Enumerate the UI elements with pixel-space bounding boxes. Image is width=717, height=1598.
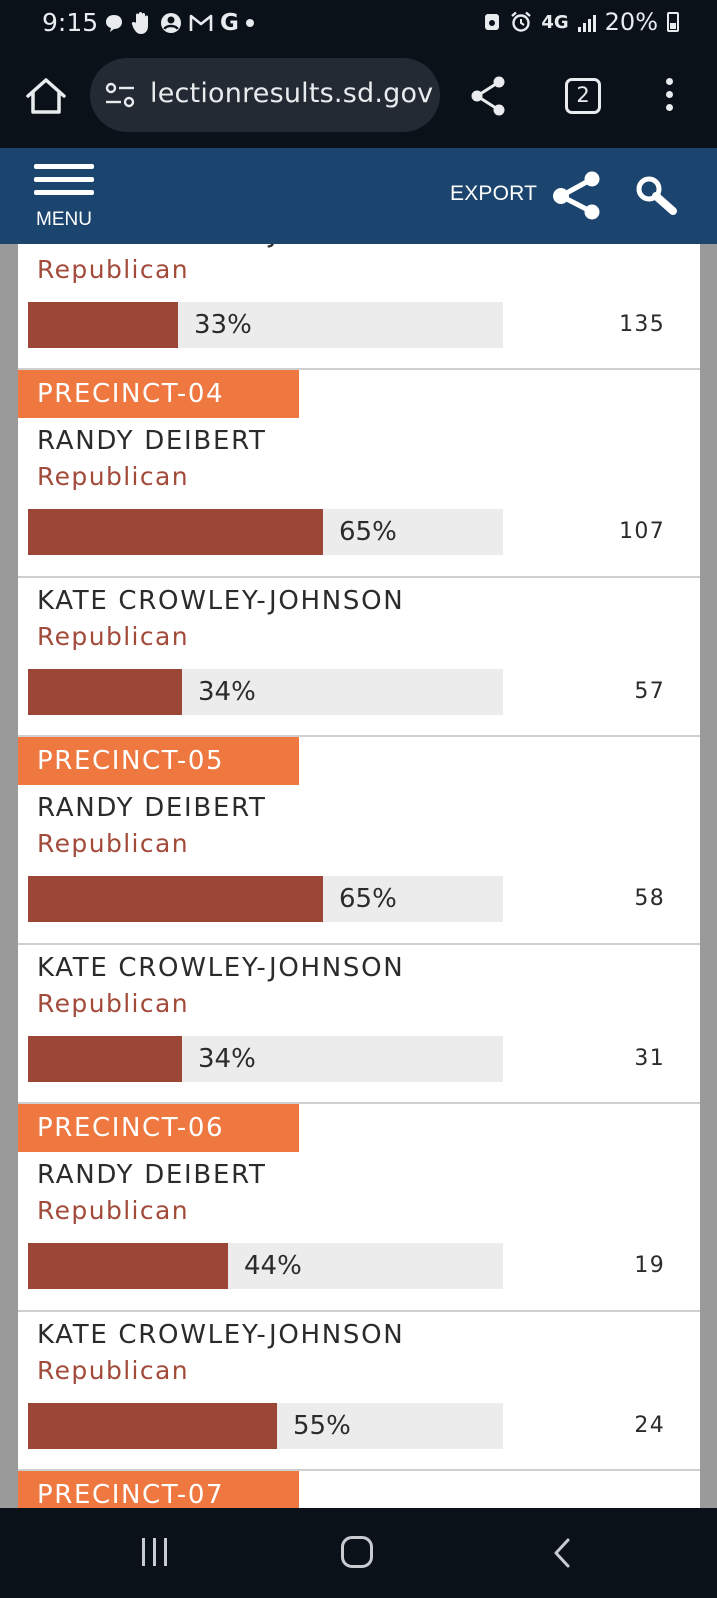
back-icon[interactable]	[548, 1536, 578, 1570]
signal-icon	[577, 12, 596, 32]
vote-share-bar	[28, 1403, 503, 1449]
vote-percent: 33%	[194, 310, 252, 340]
vote-share-bar-fill	[28, 876, 323, 922]
battery-icon	[667, 12, 679, 32]
precinct-header: PRECINCT-06	[18, 1104, 700, 1152]
menu-button[interactable]: MENU	[34, 164, 98, 234]
vote-share-bar	[28, 669, 503, 715]
google-icon: G	[220, 10, 239, 36]
chat-bubble-icon	[106, 15, 122, 32]
precinct-label: PRECINCT-05	[18, 737, 299, 785]
vote-percent: 65%	[339, 884, 397, 914]
account-icon	[161, 13, 181, 33]
search-icon[interactable]	[634, 174, 678, 218]
precinct-label: PRECINCT-04	[18, 370, 299, 418]
vote-share-bar-fill	[28, 1036, 182, 1082]
candidate-party: Republican	[37, 829, 190, 858]
candidate-party: Republican	[37, 1356, 190, 1385]
vote-share-bar	[28, 509, 503, 555]
vote-share-bar	[28, 1243, 503, 1289]
candidate-party: Republican	[37, 622, 190, 651]
notification-icons: G	[104, 10, 254, 36]
home-button-icon[interactable]	[341, 1536, 373, 1568]
system-nav-bar	[0, 1508, 717, 1598]
site-header: MENU EXPORT	[0, 148, 717, 244]
recent-apps-icon[interactable]	[142, 1538, 172, 1568]
data-saver-icon	[485, 14, 500, 30]
vote-percent: 44%	[244, 1251, 302, 1281]
vote-share-bar-fill	[28, 1403, 277, 1449]
candidate-name: KATE CROWLEY-JOHNSON	[37, 586, 405, 616]
status-time: 9:15	[42, 8, 99, 37]
candidate-row: KATE CROWLEY-JOHNSON Republican 34% 31	[18, 945, 700, 1104]
vote-percent: 65%	[339, 517, 397, 547]
candidate-party: Republican	[37, 1196, 190, 1225]
candidate-party: Republican	[37, 462, 190, 491]
tab-switcher-button[interactable]: 2	[565, 78, 601, 114]
candidate-row: KATE CROWLEY-JOHNSON Republican 34% 57	[18, 578, 700, 737]
system-indicators: 4G 20%	[483, 8, 679, 36]
status-bar: 9:15 G 4G 20%	[0, 0, 717, 48]
precinct-header: PRECINCT-04	[18, 370, 700, 418]
candidate-party: Republican	[37, 255, 190, 284]
vote-percent: 55%	[293, 1411, 351, 1441]
results-list: KATE CROWLEY-JOHNSONRepublican33%135PREC…	[18, 244, 700, 1508]
more-notifications-dot	[245, 19, 254, 27]
vote-count: 107	[619, 519, 665, 544]
precinct-header: PRECINCT-07	[18, 1471, 700, 1508]
candidate-row: RANDY DEIBERT Republican 65% 107	[18, 418, 700, 578]
precinct-label: PRECINCT-06	[18, 1104, 299, 1152]
vote-share-bar	[28, 1036, 503, 1082]
alarm-icon	[511, 11, 532, 32]
vote-share-bar-fill	[28, 1243, 228, 1289]
candidate-row: KATE CROWLEY-JOHNSON Republican 55% 24	[18, 1312, 700, 1471]
browser-toolbar: lectionresults.sd.gov 2	[0, 48, 717, 148]
network-type: 4G	[541, 11, 569, 33]
vote-share-bar-fill	[28, 509, 323, 555]
results-panel: KATE CROWLEY-JOHNSONRepublican33%135PREC…	[18, 244, 700, 1508]
vote-share-bar	[28, 876, 503, 922]
share-icon[interactable]	[550, 170, 604, 220]
battery-percent: 20%	[604, 8, 658, 36]
vote-share-bar-fill	[28, 669, 182, 715]
vote-count: 24	[634, 1413, 665, 1438]
precinct-label: PRECINCT-07	[18, 1471, 299, 1508]
candidate-row: RANDY DEIBERT Republican 65% 58	[18, 785, 700, 945]
candidate-name: RANDY DEIBERT	[37, 426, 267, 456]
vote-count: 135	[619, 312, 665, 337]
url-text[interactable]: lectionresults.sd.gov	[150, 78, 434, 109]
share-icon[interactable]	[468, 74, 508, 118]
candidate-row: RANDY DEIBERT Republican 44% 19	[18, 1152, 700, 1312]
candidate-name: RANDY DEIBERT	[37, 793, 267, 823]
site-settings-icon[interactable]	[104, 81, 136, 109]
vote-count: 31	[634, 1046, 665, 1071]
precinct-header: PRECINCT-05	[18, 737, 700, 785]
raised-hand-icon	[131, 12, 148, 34]
hamburger-icon[interactable]	[34, 164, 98, 195]
candidate-party: Republican	[37, 989, 190, 1018]
more-options-icon[interactable]	[663, 78, 675, 118]
menu-label[interactable]: MENU	[36, 209, 92, 230]
home-icon[interactable]	[22, 72, 70, 120]
address-bar[interactable]: lectionresults.sd.gov	[90, 58, 440, 132]
candidate-name: KATE CROWLEY-JOHNSON	[37, 953, 405, 983]
candidate-name: KATE CROWLEY-JOHNSON	[37, 1320, 405, 1350]
vote-share-bar	[28, 302, 503, 348]
vote-percent: 34%	[198, 677, 256, 707]
vote-count: 57	[634, 679, 665, 704]
vote-count: 58	[634, 886, 665, 911]
vote-share-bar-fill	[28, 302, 178, 348]
results-scroll-area[interactable]: KATE CROWLEY-JOHNSONRepublican33%135PREC…	[0, 244, 717, 1508]
candidate-name: RANDY DEIBERT	[37, 1160, 267, 1190]
vote-count: 19	[634, 1253, 665, 1278]
gmail-icon	[189, 14, 213, 31]
export-button[interactable]: EXPORT	[450, 182, 538, 205]
candidate-name: KATE CROWLEY-JOHNSON	[37, 244, 404, 249]
vote-percent: 34%	[198, 1044, 256, 1074]
